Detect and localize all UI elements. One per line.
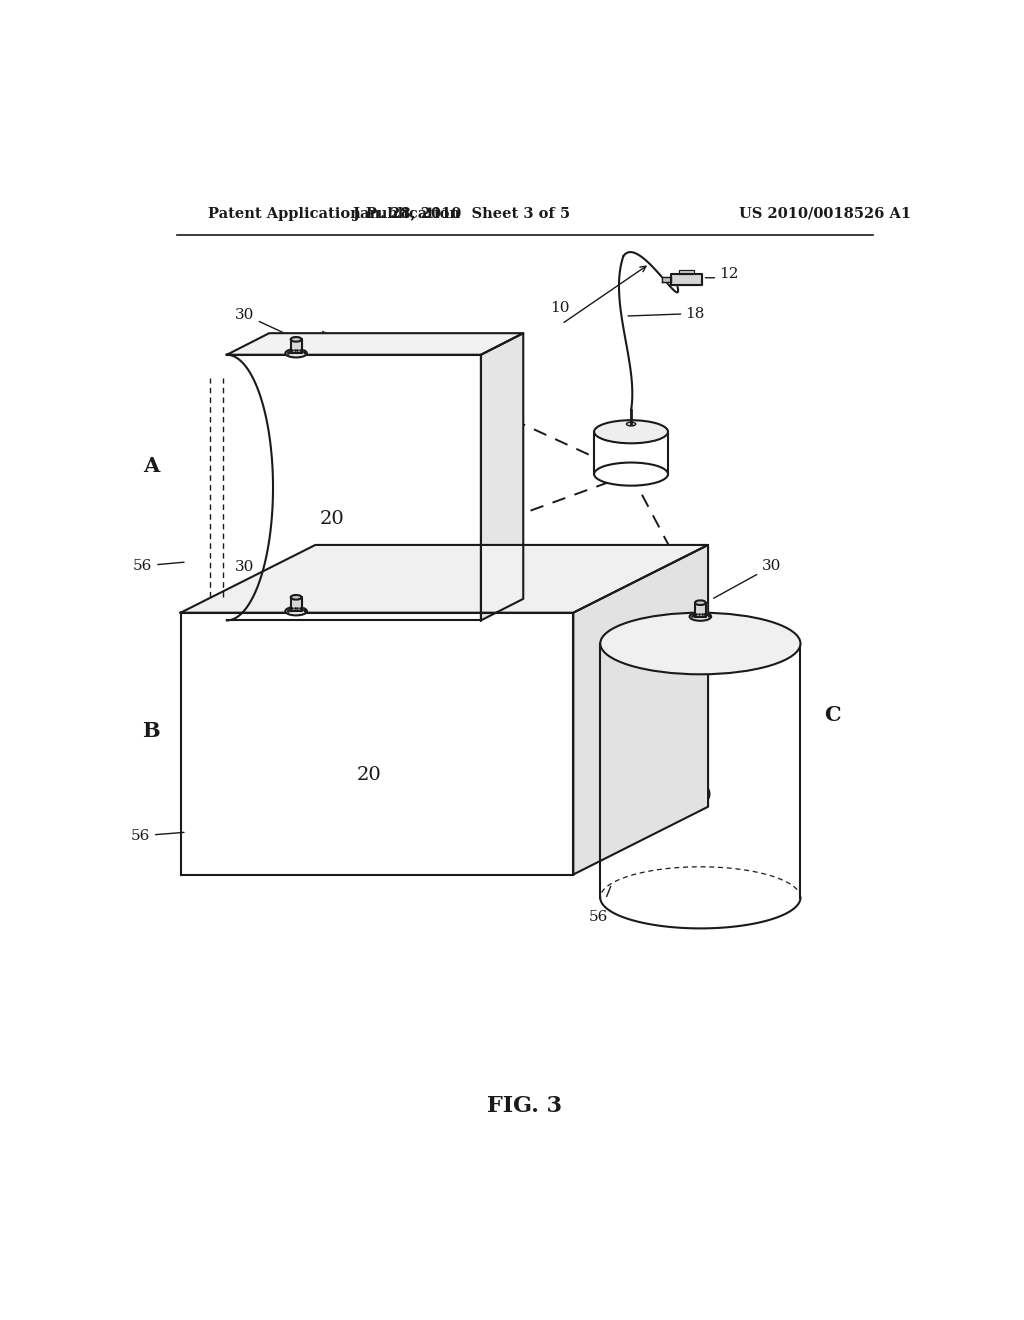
Text: 10: 10 xyxy=(550,301,569,315)
Ellipse shape xyxy=(600,612,801,675)
Polygon shape xyxy=(600,898,801,928)
Text: 18: 18 xyxy=(685,306,705,321)
Polygon shape xyxy=(180,545,708,612)
Text: 20: 20 xyxy=(356,766,382,784)
Polygon shape xyxy=(594,432,668,474)
Ellipse shape xyxy=(627,422,636,426)
Text: A: A xyxy=(143,457,160,477)
Text: FIG. 3: FIG. 3 xyxy=(487,1094,562,1117)
Ellipse shape xyxy=(286,607,307,615)
Polygon shape xyxy=(600,644,801,898)
Ellipse shape xyxy=(695,601,706,605)
Text: 20: 20 xyxy=(688,787,713,805)
Text: 12: 12 xyxy=(720,267,739,281)
Polygon shape xyxy=(481,333,523,620)
Polygon shape xyxy=(226,333,523,355)
Text: 56: 56 xyxy=(131,829,184,843)
Polygon shape xyxy=(180,612,573,875)
Text: 30: 30 xyxy=(234,560,292,594)
Text: 30: 30 xyxy=(234,308,292,337)
Polygon shape xyxy=(226,355,273,620)
Text: 56: 56 xyxy=(589,886,610,924)
Text: B: B xyxy=(142,721,160,741)
Polygon shape xyxy=(573,545,708,875)
Ellipse shape xyxy=(594,462,668,486)
Ellipse shape xyxy=(286,348,307,358)
Polygon shape xyxy=(291,339,301,354)
Ellipse shape xyxy=(291,337,301,342)
Text: 20: 20 xyxy=(319,511,344,528)
Ellipse shape xyxy=(689,612,711,620)
Text: Jan. 28, 2010  Sheet 3 of 5: Jan. 28, 2010 Sheet 3 of 5 xyxy=(353,207,570,220)
Text: US 2010/0018526 A1: US 2010/0018526 A1 xyxy=(739,207,911,220)
Polygon shape xyxy=(291,598,301,611)
Text: Patent Application Publication: Patent Application Publication xyxy=(208,207,460,220)
Text: 30: 30 xyxy=(714,560,781,598)
Text: 20: 20 xyxy=(621,449,642,466)
Polygon shape xyxy=(662,277,671,282)
Ellipse shape xyxy=(291,595,301,599)
Polygon shape xyxy=(671,275,701,285)
Text: C: C xyxy=(824,705,841,725)
Polygon shape xyxy=(226,355,481,620)
Polygon shape xyxy=(679,271,694,275)
Text: 56: 56 xyxy=(133,558,184,573)
Ellipse shape xyxy=(594,420,668,444)
Polygon shape xyxy=(695,603,706,616)
